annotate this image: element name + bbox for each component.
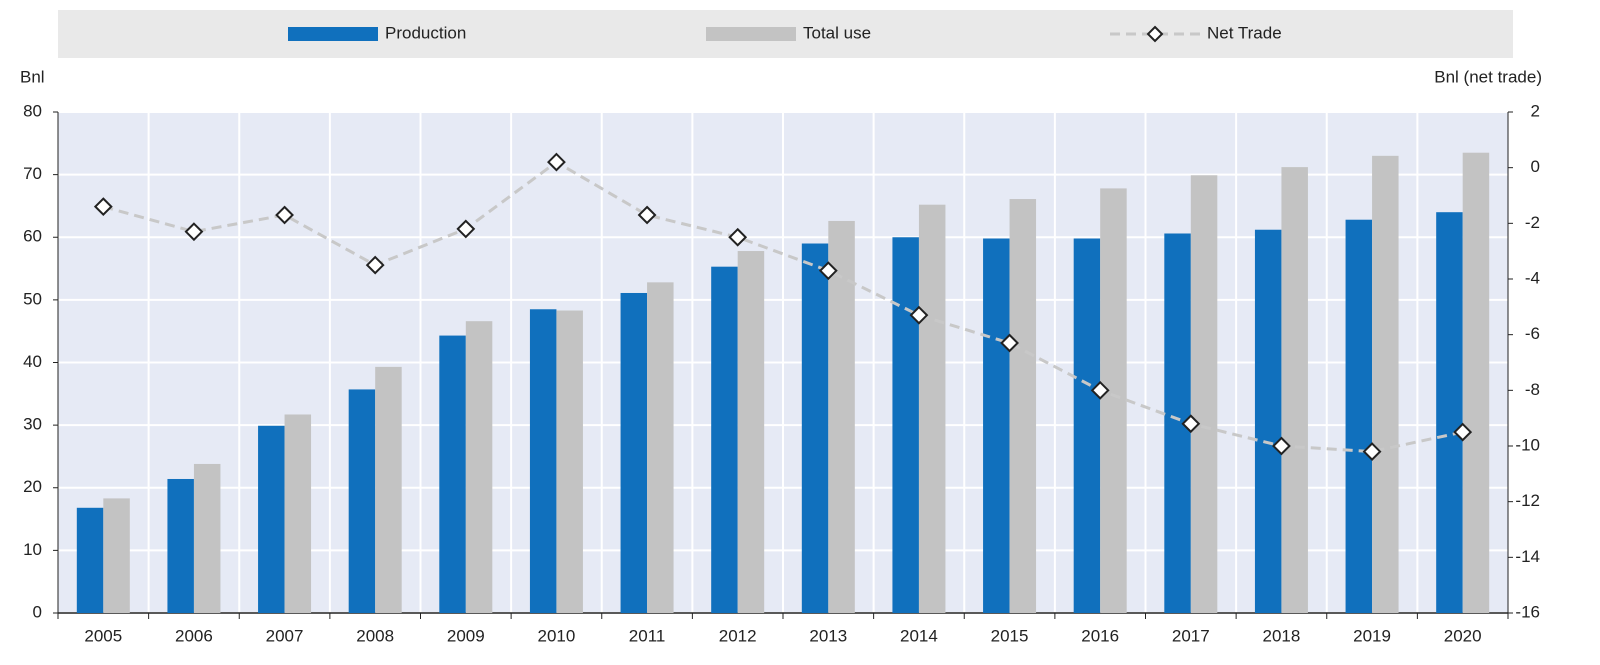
bar: [1462, 152, 1490, 614]
y-tick-label: 40: [23, 352, 42, 371]
bar: [193, 463, 221, 613]
bar: [103, 498, 130, 613]
bar: [918, 204, 946, 613]
y2-tick-label: -4: [1525, 268, 1540, 287]
bar: [983, 238, 1010, 613]
x-tick-label: 2009: [447, 626, 485, 645]
legend-label: Net Trade: [1207, 23, 1282, 42]
marker: [1272, 436, 1291, 456]
line: [102, 160, 1464, 454]
bar: [892, 237, 919, 613]
y2-tick-label: 0: [1531, 157, 1540, 176]
marker: [456, 219, 476, 239]
x-tick-label: 2007: [266, 626, 304, 645]
marker: [547, 152, 566, 172]
y2-tick-label: -12: [1515, 491, 1540, 510]
bar: [647, 282, 674, 613]
bar: [711, 266, 738, 613]
bar: [1372, 155, 1399, 613]
x-tick-label: 2016: [1081, 626, 1119, 645]
bar: [620, 292, 648, 613]
marker: [365, 255, 385, 275]
y2-tick-label: -16: [1515, 602, 1540, 621]
bar: [76, 507, 104, 613]
bar: [737, 251, 765, 613]
x-tick-label: 2018: [1263, 626, 1301, 645]
bar: [1254, 229, 1282, 614]
bar: [167, 478, 194, 613]
y-tick-label: 20: [23, 477, 42, 496]
bar: [258, 425, 285, 613]
y2-tick-label: 2: [1531, 101, 1540, 120]
marker: [728, 227, 748, 247]
x-tick-label: 2013: [809, 626, 847, 645]
marker: [637, 205, 657, 225]
x-tick-label: 2011: [629, 626, 666, 645]
marker: [1181, 414, 1201, 434]
marker: [93, 197, 113, 217]
marker: [1000, 333, 1019, 353]
marker: [1362, 442, 1382, 461]
y2-tick-label: -10: [1515, 435, 1540, 454]
x-tick-label: 2006: [175, 626, 213, 645]
bar: [1073, 238, 1101, 613]
x-tick-label: 2015: [991, 626, 1029, 645]
marker: [909, 305, 929, 325]
bar: [284, 414, 312, 613]
y-tick-label: 80: [23, 101, 42, 120]
x-tick-label: 2010: [538, 626, 576, 645]
bar: [1190, 175, 1218, 613]
marker: [1090, 380, 1110, 400]
marker: [1453, 422, 1473, 442]
y-tick-label: 60: [23, 227, 42, 246]
y-tick-label: 0: [33, 602, 42, 621]
y2-tick-label: -6: [1525, 324, 1540, 343]
x-tick-label: 2012: [719, 626, 757, 645]
bar: [529, 309, 557, 613]
y-tick-label: 70: [23, 164, 42, 183]
bar: [556, 310, 583, 613]
bar: [348, 389, 376, 613]
x-tick-label: 2020: [1444, 626, 1482, 645]
bar: [1345, 219, 1373, 613]
bar: [801, 243, 829, 613]
y-tick-label: 30: [23, 415, 42, 434]
marker: [275, 205, 294, 225]
bar: [1436, 212, 1463, 613]
legend-label: Production: [385, 23, 466, 42]
legend-label: Total use: [803, 23, 871, 42]
y2-tick-label: -2: [1525, 213, 1540, 232]
x-tick-label: 2014: [900, 626, 938, 645]
x-tick-label: 2008: [356, 626, 394, 645]
x-tick-label: 2005: [84, 626, 122, 645]
x-tick-label: 2019: [1353, 626, 1391, 645]
bar: [439, 335, 466, 613]
bar: [1281, 167, 1308, 614]
legend-marker: [1146, 25, 1164, 43]
bar: [465, 321, 493, 613]
legend-swatch: [706, 27, 796, 41]
y2-tick-label: -14: [1515, 547, 1540, 566]
x-tick-label: 2017: [1172, 626, 1210, 645]
bar: [1100, 188, 1127, 613]
y-tick-label: 50: [23, 289, 42, 308]
y-tick-label: 10: [23, 540, 42, 559]
y-axis-title: Bnl: [20, 67, 45, 86]
y2-axis-title: Bnl (net trade): [1434, 67, 1542, 86]
y2-tick-label: -8: [1525, 380, 1540, 399]
legend-swatch: [288, 27, 378, 41]
marker: [184, 222, 204, 242]
bar: [1009, 199, 1037, 613]
marker: [818, 261, 838, 281]
bar: [375, 366, 402, 613]
bar: [828, 220, 855, 613]
